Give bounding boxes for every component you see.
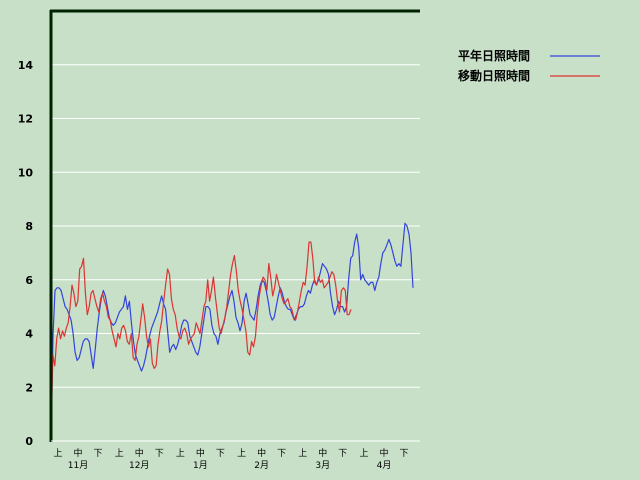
x-tick-period: 中 <box>196 447 205 459</box>
x-tick-period: 下 <box>216 449 225 459</box>
x-tick-month: 4月 <box>377 460 392 471</box>
y-tick-label: 0 <box>25 435 33 448</box>
x-axis-ticks: 上中下11月上中下12月上中下1月上中下2月上中下3月上中下4月 <box>53 447 408 471</box>
x-tick-period: 上 <box>237 448 246 459</box>
x-tick-period: 上 <box>115 448 124 459</box>
y-tick-label: 10 <box>18 166 34 179</box>
x-tick-period: 下 <box>338 449 347 459</box>
x-tick-month: 12月 <box>129 460 149 471</box>
x-tick-period: 上 <box>359 448 368 459</box>
y-axis-ticks: 0 2 4 6 8 10 12 14 <box>18 59 34 448</box>
x-tick-period: 下 <box>155 449 164 459</box>
x-tick-period: 上 <box>176 448 185 459</box>
y-tick-label: 6 <box>25 274 33 287</box>
series-lines <box>50 222 414 439</box>
legend: 平年日照時間 移動日照時間 <box>458 48 600 83</box>
legend-label-normal: 平年日照時間 <box>458 48 530 63</box>
x-tick-period: 下 <box>277 449 286 459</box>
x-tick-month: 11月 <box>68 460 88 471</box>
series-line-0 <box>50 222 414 439</box>
x-tick-period: 中 <box>257 447 266 459</box>
y-tick-label: 14 <box>18 59 34 72</box>
x-tick-period: 上 <box>298 448 307 459</box>
x-tick-period: 上 <box>53 448 62 459</box>
x-tick-month: 3月 <box>315 460 330 471</box>
y-tick-label: 2 <box>25 381 33 394</box>
legend-label-moving: 移動日照時間 <box>458 68 530 83</box>
x-tick-period: 中 <box>135 447 144 459</box>
y-tick-label: 4 <box>25 328 33 341</box>
x-tick-period: 中 <box>318 447 327 459</box>
x-tick-period: 中 <box>73 447 82 459</box>
y-tick-label: 12 <box>18 113 33 126</box>
x-tick-period: 下 <box>93 449 102 459</box>
x-tick-month: 2月 <box>254 460 269 471</box>
x-tick-period: 下 <box>399 449 408 459</box>
y-tick-label: 8 <box>25 220 33 233</box>
x-tick-period: 中 <box>379 447 388 459</box>
x-tick-month: 1月 <box>193 460 208 471</box>
series-line-1 <box>50 241 352 436</box>
